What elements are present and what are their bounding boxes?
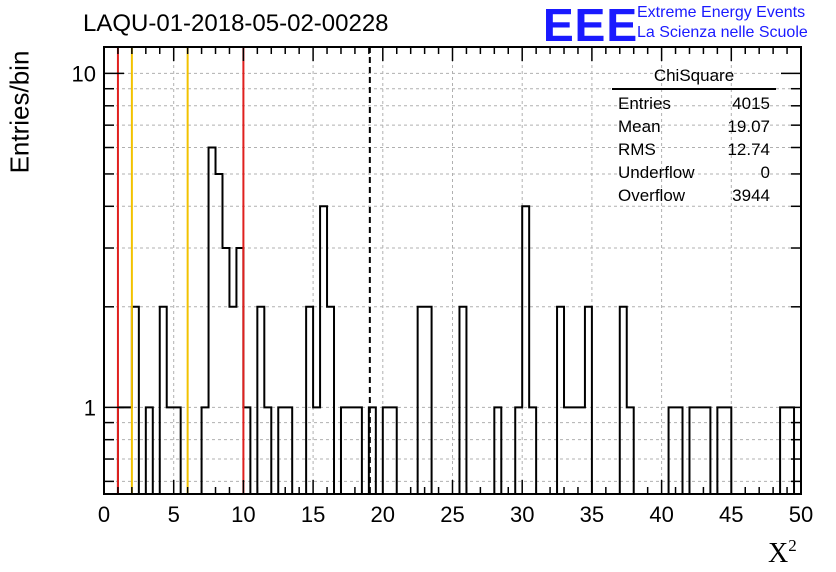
histogram-bin (676, 407, 683, 494)
histogram-bin (627, 407, 634, 494)
histogram-bin (780, 407, 787, 494)
histogram-bin (243, 407, 250, 494)
histogram-bin (557, 307, 564, 494)
histogram-bin (236, 248, 243, 494)
histogram-bin (229, 307, 236, 494)
stats-value: 3944 (732, 186, 770, 205)
histogram-bin (578, 407, 585, 494)
stats-row-entries: Entries 4015 (612, 92, 776, 115)
histogram-bin (313, 407, 320, 494)
stats-row-underflow: Underflow 0 (612, 161, 776, 184)
logo-line-1: Extreme Energy Events (637, 4, 806, 21)
y-tick-label: 10 (72, 61, 96, 86)
reference-lines (116, 47, 371, 494)
histogram-bin (529, 407, 536, 494)
histogram-bin (285, 407, 292, 494)
histogram-bin (669, 407, 676, 494)
histogram-bin (216, 174, 223, 494)
eee-logo: EEE (543, 0, 639, 51)
histogram-bin (696, 407, 703, 494)
x-tick-label: 50 (789, 502, 813, 527)
stats-row-mean: Mean 19.07 (612, 115, 776, 138)
histogram-bin (160, 307, 167, 494)
histogram-bin (257, 307, 264, 494)
stats-value: 19.07 (727, 117, 770, 136)
x-tick-label: 40 (649, 502, 673, 527)
x-axis-label-base: X (768, 538, 789, 569)
x-axis-label-superscript: 2 (788, 536, 797, 555)
stats-label: RMS (618, 140, 656, 159)
histogram-bin (515, 407, 522, 494)
logo-line-2: La Scienza nelle Scuole (637, 24, 808, 41)
histogram-bin (125, 407, 132, 494)
histogram-bin (132, 307, 139, 494)
x-tick-label: 10 (231, 502, 255, 527)
axis-ticks (103, 47, 802, 494)
histogram-bin (425, 307, 432, 494)
histogram-bin (118, 407, 125, 494)
grid-lines (104, 47, 801, 494)
stats-label: Entries (618, 94, 671, 113)
stats-box: ChiSquare Entries 4015 Mean 19.07 RMS 12… (612, 66, 776, 207)
stats-label: Mean (618, 117, 661, 136)
stats-value: 4015 (732, 94, 770, 113)
x-tick-label: 20 (371, 502, 395, 527)
histogram-bin (174, 407, 181, 494)
histogram-bin (418, 307, 425, 494)
histogram-bin (703, 407, 710, 494)
histogram-bin (585, 307, 592, 494)
x-tick-label: 25 (440, 502, 464, 527)
histogram-bin (320, 206, 327, 494)
histogram-bin (306, 307, 313, 494)
histogram-bin (717, 407, 724, 494)
run-title: LAQU-01-2018-05-02-00228 (83, 10, 389, 37)
histogram-bin (383, 407, 390, 494)
x-tick-label: 5 (168, 502, 180, 527)
x-tick-label: 30 (510, 502, 534, 527)
histogram-outline (104, 146, 801, 495)
histogram-bin (620, 307, 627, 494)
x-axis-label: X2 (768, 536, 797, 570)
x-tick-label: 45 (719, 502, 743, 527)
histogram-bin (390, 407, 397, 494)
histogram-bin (327, 307, 334, 494)
stats-value: 12.74 (727, 140, 770, 159)
histogram-bin (209, 148, 216, 494)
x-tick-label: 15 (301, 502, 325, 527)
stats-row-overflow: Overflow 3944 (612, 184, 776, 207)
stats-row-rms: RMS 12.74 (612, 138, 776, 161)
histogram-bin (278, 407, 285, 494)
x-tick-label: 35 (580, 502, 604, 527)
histogram-bin (341, 407, 348, 494)
y-tick-label: 1 (84, 395, 96, 420)
histogram-bin (724, 407, 731, 494)
histogram-bin (564, 407, 571, 494)
histogram-bin (522, 206, 529, 494)
y-axis-label: Entries/bin (4, 50, 35, 174)
histogram-bin (689, 407, 696, 494)
stats-label: Underflow (618, 163, 695, 182)
histogram-bin (355, 407, 362, 494)
histogram-bin (494, 407, 501, 494)
stats-title: ChiSquare (612, 66, 776, 90)
histogram-bin (222, 248, 229, 494)
stats-value: 0 (760, 163, 770, 182)
histogram-bin (264, 407, 271, 494)
histogram-bin (459, 307, 466, 494)
histogram-bins (104, 146, 801, 495)
histogram-bin (348, 407, 355, 494)
tick-labels: 0 5 10 15 20 25 30 35 40 45 50 1 10 (72, 61, 814, 527)
x-tick-label: 0 (98, 502, 110, 527)
histogram-bin (167, 407, 174, 494)
histogram-bin (202, 407, 209, 494)
histogram-bin (571, 407, 578, 494)
histogram-bin (146, 407, 153, 494)
stats-label: Overflow (618, 186, 686, 205)
